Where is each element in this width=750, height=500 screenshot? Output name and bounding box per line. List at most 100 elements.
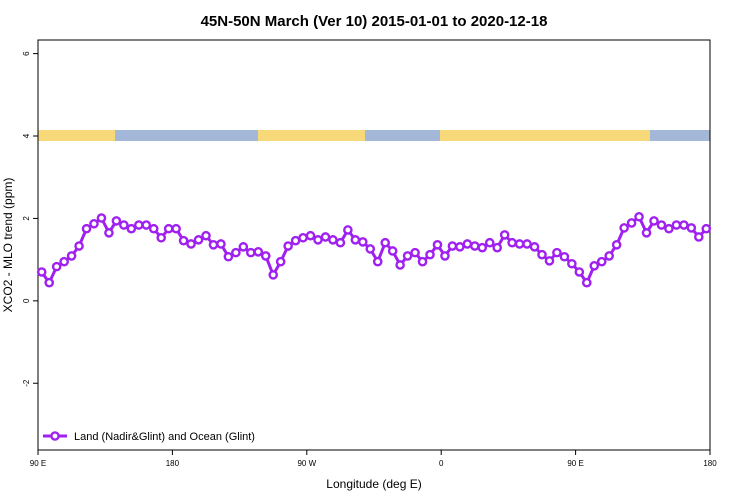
x-tick-label: 90 W: [297, 459, 316, 468]
point: [380, 237, 391, 248]
point: [238, 242, 249, 252]
point: [81, 223, 92, 234]
plot-frame: [37, 39, 711, 451]
x-tick-label: 90 E: [30, 459, 46, 468]
point: [641, 228, 652, 238]
x-tick-label: 0: [439, 459, 444, 468]
point: [365, 244, 376, 254]
point: [671, 220, 682, 230]
point: [387, 246, 398, 256]
point: [455, 242, 465, 252]
point: [208, 239, 219, 250]
point: [410, 247, 420, 258]
point: [552, 247, 562, 258]
x-axis-label: Longitude (deg E): [326, 477, 421, 491]
point: [320, 232, 331, 242]
point: [141, 220, 152, 230]
point: [357, 237, 368, 247]
y-tick-label: -2: [22, 379, 31, 387]
chart-title: 45N-50N March (Ver 10) 2015-01-01 to 202…: [201, 13, 548, 30]
point: [686, 223, 697, 233]
point: [335, 237, 346, 248]
land-ocean-strip: [38, 130, 710, 141]
point: [537, 249, 547, 260]
point: [634, 211, 644, 222]
point: [245, 247, 256, 258]
point: [626, 218, 637, 228]
point: [372, 256, 383, 267]
point: [186, 239, 196, 249]
point: [514, 239, 525, 249]
y-axis-label: XCO2 - MLO trend (ppm): [1, 178, 15, 313]
point: [507, 237, 517, 248]
point: [492, 242, 503, 253]
point: [619, 223, 629, 233]
point: [268, 270, 279, 280]
point: [290, 235, 301, 246]
x-tick-label: 90 E: [567, 459, 583, 468]
point: [477, 242, 488, 253]
point: [567, 258, 577, 269]
point: [216, 239, 226, 249]
point: [559, 251, 570, 262]
point: [305, 230, 316, 241]
point: [432, 239, 443, 250]
point: [126, 223, 137, 234]
point: [649, 216, 659, 226]
y-tick-label: 6: [22, 51, 31, 56]
point: [66, 251, 77, 261]
point: [133, 220, 144, 230]
legend-label: Land (Nadir&Glint) and Ocean (Glint): [74, 431, 255, 443]
point: [417, 256, 428, 267]
point: [656, 220, 667, 230]
point: [119, 220, 129, 230]
point: [462, 239, 473, 249]
point: [522, 239, 532, 249]
point: [544, 256, 555, 266]
point: [163, 223, 174, 234]
point: [425, 249, 435, 260]
point: [679, 220, 689, 230]
point: [313, 235, 323, 245]
point: [223, 251, 234, 262]
y-tick-label: 0: [22, 298, 31, 303]
point: [74, 241, 84, 251]
point: [275, 256, 286, 267]
point: [111, 216, 122, 226]
point: [343, 225, 353, 235]
point: [156, 232, 166, 243]
point: [447, 241, 458, 251]
point: [611, 239, 622, 250]
point: [253, 246, 264, 257]
point: [582, 277, 592, 288]
point: [44, 277, 55, 288]
point: [283, 241, 293, 251]
point: [402, 251, 413, 261]
point: [231, 247, 241, 258]
point: [201, 230, 211, 241]
x-tick-label: 180: [166, 459, 180, 468]
point: [499, 230, 510, 240]
point: [148, 223, 159, 234]
point: [469, 241, 480, 251]
legend-marker: [50, 431, 60, 441]
point: [701, 223, 712, 234]
point: [178, 235, 189, 246]
point: [589, 261, 600, 271]
point: [694, 232, 704, 242]
point: [664, 223, 674, 234]
point: [350, 235, 361, 245]
point: [328, 235, 338, 245]
point: [604, 251, 615, 261]
point: [96, 213, 107, 223]
point: [574, 267, 585, 277]
point: [51, 261, 62, 272]
point: [529, 242, 540, 252]
point: [104, 228, 114, 238]
point: [193, 235, 204, 245]
point: [484, 237, 495, 248]
point: [89, 218, 99, 229]
point: [395, 260, 405, 270]
point: [260, 251, 271, 261]
